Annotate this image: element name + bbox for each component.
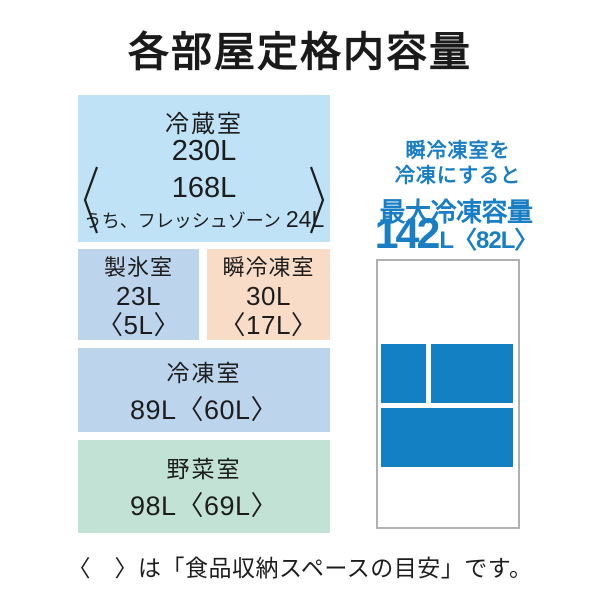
refrigerator-rated-capacity: 230L (171, 135, 237, 167)
footnote: 〈 〉は「食品収納スペースの目安」です。 (67, 555, 533, 581)
fresh-zone-note: うち、フレッシュゾーン 24L (78, 206, 330, 233)
max-freezing-label: 最大冷凍容量 (379, 197, 533, 227)
diagram-ice-room-zone (381, 344, 426, 403)
condition-line-2: 冷凍にすると (394, 164, 522, 187)
refrigerator-storage-capacity: 168L (171, 172, 237, 204)
flash-freezer-name: 瞬冷凍室 (222, 255, 315, 281)
fresh-zone-label: うち、フレッシュゾーン (83, 211, 281, 231)
diagram-freezer-zone (381, 408, 513, 467)
fresh-zone-value: 24L (285, 206, 325, 232)
compartment-vegetable: 野菜室 98L〈69L〉 (78, 440, 330, 533)
freezer-name: 冷凍室 (166, 359, 242, 386)
compartment-ice-room: 製氷室 23L 〈5L〉 (78, 249, 199, 340)
ice-room-storage-capacity: 〈5L〉 (97, 309, 180, 340)
angle-bracket-left-icon (83, 166, 99, 234)
ice-room-name: 製氷室 (103, 255, 173, 281)
compartment-flash-freezer: 瞬冷凍室 30L 〈17L〉 (207, 249, 330, 340)
flash-freezer-rated-capacity: 30L (246, 281, 291, 312)
freezer-rated-capacity: 89L〈60L〉 (129, 394, 279, 425)
flash-freezer-storage-capacity: 〈17L〉 (219, 309, 318, 340)
diagram-flash-freezer-zone (431, 344, 513, 403)
ice-room-rated-capacity: 23L (116, 281, 161, 312)
refrigerator-name: 冷蔵室 (165, 111, 243, 138)
angle-bracket-right-icon (309, 166, 325, 234)
max-freezing-suffix: L〈82L〉 (439, 227, 538, 254)
max-freezing-value: 142 L〈82L〉 (356, 213, 556, 256)
vegetable-room-name: 野菜室 (166, 456, 242, 482)
flash-freezer-condition: 瞬冷凍室を 冷凍にすると (368, 139, 548, 189)
compartment-freezer: 冷凍室 89L〈60L〉 (78, 348, 330, 432)
compartment-refrigerator: 冷蔵室 230L 168L うち、フレッシュゾーン 24L (78, 95, 330, 242)
fridge-diagram (376, 259, 520, 529)
vegetable-room-rated-capacity: 98L〈69L〉 (129, 491, 279, 521)
page-title: 各部屋定格内容量 (128, 29, 472, 75)
condition-line-1: 瞬冷凍室を (405, 140, 511, 162)
max-freezing-number: 142 (374, 210, 441, 258)
